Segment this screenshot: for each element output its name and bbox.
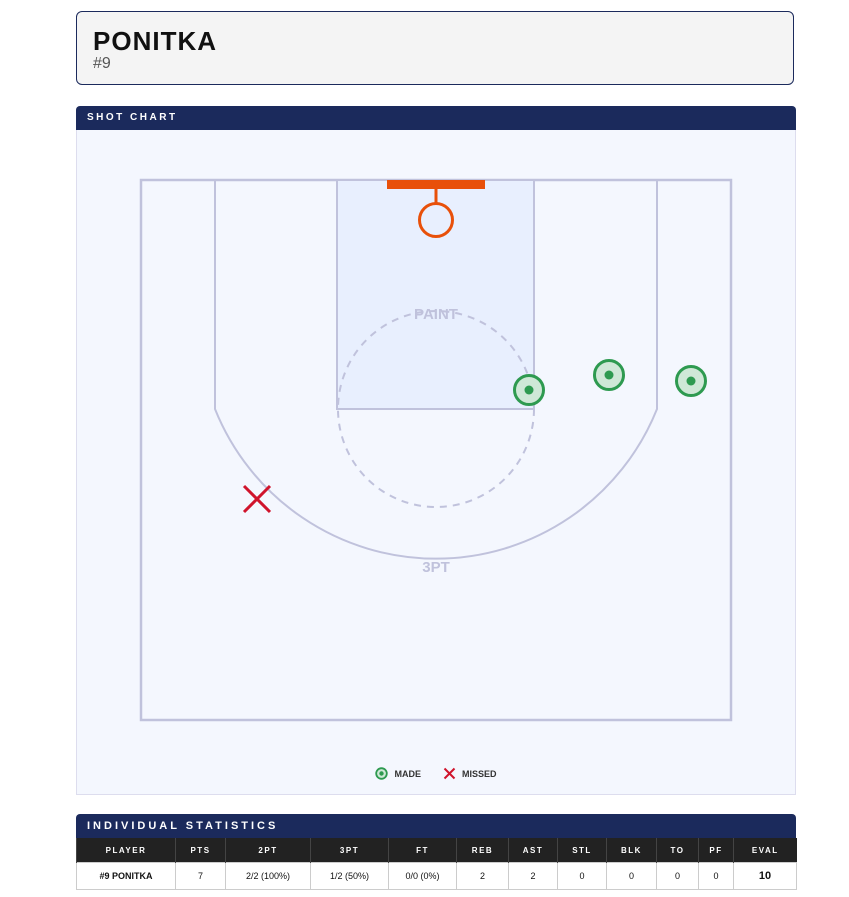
stat-cell: 7: [175, 862, 226, 890]
three-point-label: 3PT: [422, 559, 450, 576]
column-header: REB: [456, 838, 509, 863]
paint-area: [336, 179, 535, 410]
stats-title: INDIVIDUAL STATISTICS: [76, 814, 796, 838]
free-throw-circle: [337, 310, 535, 508]
made-shot-marker: [593, 359, 625, 391]
three-point-line: [214, 180, 658, 560]
legend-made: MADE: [375, 767, 421, 780]
stat-cell: 0/0 (0%): [388, 862, 457, 890]
column-header: PF: [698, 838, 734, 863]
column-header: STL: [557, 838, 607, 863]
column-header: FT: [388, 838, 457, 863]
player-header: PONITKA #9: [76, 11, 794, 85]
court: PAINT 3PT: [139, 178, 733, 722]
column-header: TO: [656, 838, 699, 863]
hoop: [418, 202, 454, 238]
stat-cell: 2/2 (100%): [225, 862, 311, 890]
missed-icon: [443, 767, 456, 780]
stat-cell: 0: [656, 862, 699, 890]
paint-label: PAINT: [414, 306, 458, 323]
stat-cell: 0: [606, 862, 657, 890]
legend-missed: MISSED: [443, 767, 497, 780]
column-header: PLAYER: [76, 838, 176, 863]
player-name: PONITKA: [93, 26, 217, 56]
player-number: #9: [93, 55, 111, 72]
stat-cell: 10: [733, 862, 797, 890]
column-header: BLK: [606, 838, 657, 863]
stat-cell: 0: [557, 862, 607, 890]
stats-panel: INDIVIDUAL STATISTICS PLAYER PTS 2PT 3PT FT R…: [76, 814, 797, 890]
stat-cell: #9 PONITKA: [76, 862, 176, 890]
backboard: [387, 180, 485, 189]
column-header: 2PT: [225, 838, 311, 863]
made-icon: [375, 767, 389, 780]
table-row: #9 PONITKA 7 2/2 (100%) 1/2 (50%) 0/0 (0%) 2 2…: [76, 862, 797, 890]
stat-cell: 2: [456, 862, 509, 890]
column-header: PTS: [175, 838, 226, 863]
shot-chart-panel: SHOT CHART PAINT 3PT MADE MISSED: [76, 106, 796, 795]
legend: MADE MISSED: [77, 767, 795, 780]
made-shot-marker: [513, 374, 545, 406]
missed-shot-marker: [242, 484, 272, 514]
shot-chart-title: SHOT CHART: [76, 106, 796, 130]
made-shot-marker: [675, 365, 707, 397]
column-header: 3PT: [310, 838, 389, 863]
stat-cell: 2: [508, 862, 558, 890]
column-header: AST: [508, 838, 558, 863]
stat-cell: 1/2 (50%): [310, 862, 389, 890]
column-header: EVAL: [733, 838, 797, 863]
stat-cell: 0: [698, 862, 734, 890]
stats-table: PLAYER PTS 2PT 3PT FT REB AST STL BLK TO PF EVAL #9…: [76, 838, 797, 890]
